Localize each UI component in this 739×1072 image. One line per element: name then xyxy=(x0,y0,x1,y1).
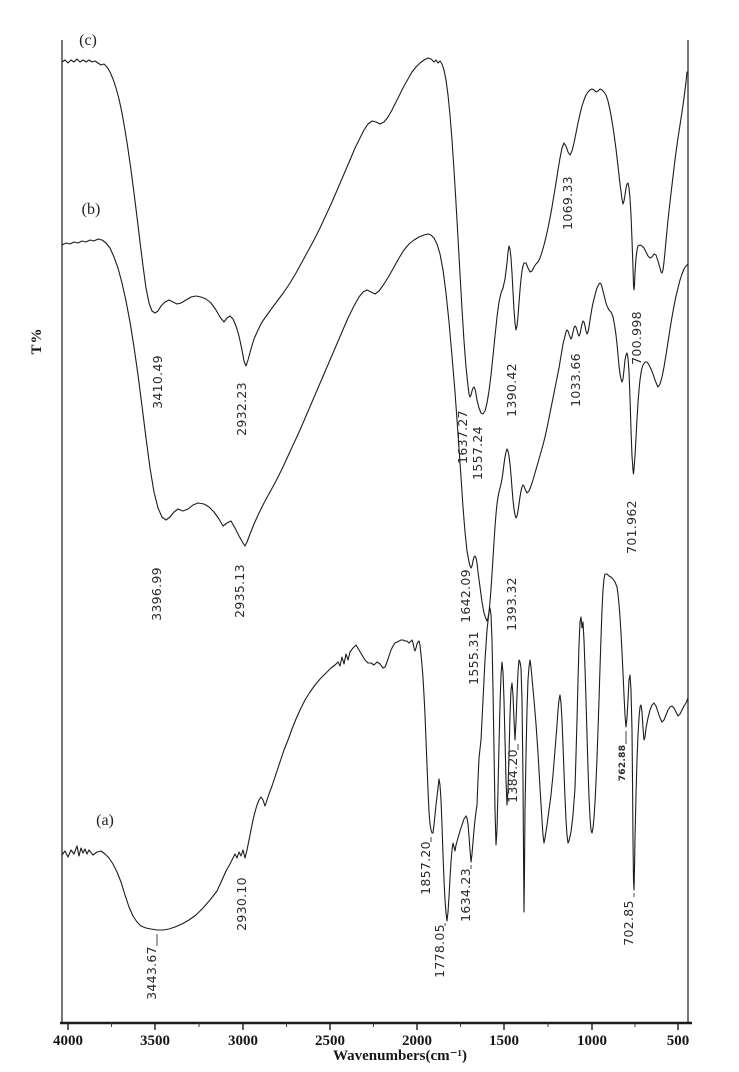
peak-label-c-1557.24: 1557.24 xyxy=(470,426,485,480)
peak-label-a-3443.67: 3443.67 xyxy=(144,946,159,1000)
curve-label-a: (a) xyxy=(96,812,114,829)
peak-label-b-1033.66: 1033.66 xyxy=(568,353,583,407)
spectrum-trace-a xyxy=(61,573,689,931)
curve-label-c: (c) xyxy=(79,32,97,49)
peak-label-b-3396.99: 3396.99 xyxy=(149,567,164,621)
x-tick-label-4000: 4000 xyxy=(53,1033,83,1049)
peak-label-a-1634.23: 1634.23 xyxy=(458,868,473,922)
peak-label-a-762.88: 762.88 xyxy=(618,745,628,782)
peak-label-b-2935.13: 2935.13 xyxy=(232,564,247,618)
spectrum-trace-b xyxy=(61,233,689,622)
peak-label-a-2930.10: 2930.10 xyxy=(234,877,249,931)
x-tick-label-3000: 3000 xyxy=(228,1033,258,1049)
peak-label-a-1778.05: 1778.05 xyxy=(432,924,447,978)
peak-label-c-700.998: 700.998 xyxy=(629,311,644,365)
y-axis-title: T% xyxy=(29,327,45,354)
x-tick-label-2000: 2000 xyxy=(402,1033,432,1049)
spectrum-trace-c xyxy=(61,57,688,415)
peak-label-a-702.85: 702.85 xyxy=(621,900,636,946)
peak-label-b-1393.32: 1393.32 xyxy=(504,577,519,631)
x-tick-label-2500: 2500 xyxy=(315,1033,345,1049)
peak-label-a-1384.20: 1384.20 xyxy=(505,749,520,803)
curve-label-b: (b) xyxy=(82,201,101,218)
x-tick-label-1500: 1500 xyxy=(489,1033,519,1049)
x-axis-title: Wavenumbers(cm⁻¹) xyxy=(333,1048,467,1064)
x-tick-label-3500: 3500 xyxy=(140,1033,170,1049)
peak-label-a-1857.20: 1857.20 xyxy=(418,841,433,895)
peak-label-b-1642.09: 1642.09 xyxy=(458,569,473,623)
peak-label-c-1069.33: 1069.33 xyxy=(560,176,575,230)
x-tick-label-500: 500 xyxy=(667,1033,690,1049)
x-tick-label-1000: 1000 xyxy=(577,1033,607,1049)
peak-label-b-701.962: 701.962 xyxy=(624,500,639,554)
peak-label-c-2932.23: 2932.23 xyxy=(234,382,249,436)
peak-label-c-1390.42: 1390.42 xyxy=(504,363,519,417)
peak-label-c-3410.49: 3410.49 xyxy=(150,355,165,409)
peak-label-b-1555.31: 1555.31 xyxy=(466,631,481,685)
